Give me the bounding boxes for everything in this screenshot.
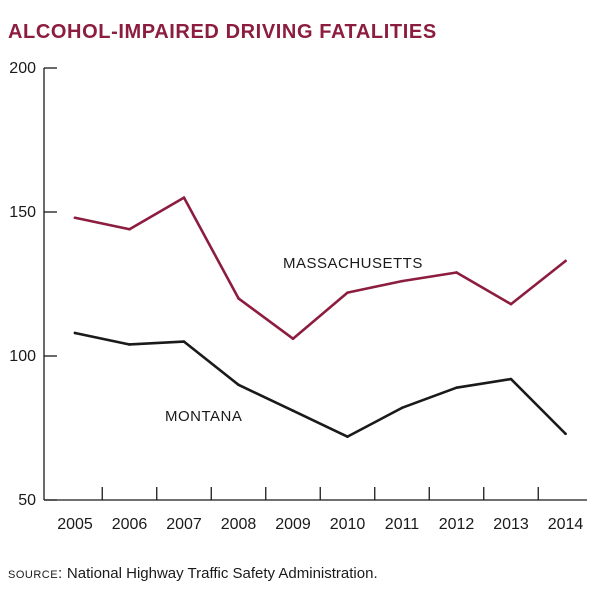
data-point-montana <box>564 432 567 436</box>
y-tick-label: 100 <box>9 348 36 365</box>
x-tick-label: 2008 <box>221 516 257 533</box>
chart-title: ALCOHOL-IMPAIRED DRIVING FATALITIES <box>8 21 437 43</box>
x-tick-label: 2009 <box>275 516 311 533</box>
series-line-montana <box>73 331 567 438</box>
x-tick-label: 2011 <box>385 516 420 533</box>
data-point-massachusetts <box>128 227 131 231</box>
x-tick-label: 2010 <box>330 516 366 533</box>
x-tick-label: 2006 <box>112 516 148 533</box>
data-point-massachusetts <box>400 279 404 283</box>
x-tick-label: 2012 <box>439 516 475 533</box>
data-point-montana <box>128 343 131 346</box>
data-point-montana <box>400 406 404 410</box>
y-tick-label: 50 <box>18 492 36 509</box>
data-point-massachusetts <box>455 271 458 274</box>
x-ticks: 2005 2006 2007 2008 2009 2010 2011 2012 2013 2014 <box>57 487 583 533</box>
series-lines <box>73 196 567 438</box>
series-label-massachusetts: MASSACHUSETTS <box>283 255 423 272</box>
data-point-montana <box>73 331 77 335</box>
x-tick-label: 2007 <box>166 516 202 533</box>
source-text: National Highway Traffic Safety Administ… <box>66 565 378 582</box>
data-point-montana <box>455 386 458 389</box>
data-point-massachusetts <box>291 337 295 341</box>
data-point-montana <box>237 383 240 387</box>
data-point-montana <box>291 409 295 413</box>
x-tick-label: 2014 <box>548 516 584 533</box>
y-tick-label: 200 <box>9 60 36 77</box>
x-tick-label: 2005 <box>57 516 93 533</box>
data-point-massachusetts <box>346 291 349 294</box>
data-point-massachusetts <box>73 216 77 220</box>
data-point-montana <box>182 340 186 343</box>
x-tick-label: 2013 <box>493 516 529 533</box>
source-key: SOURCE: <box>8 565 63 582</box>
data-point-massachusetts <box>564 259 567 263</box>
series-label-montana: MONTANA <box>165 408 242 425</box>
y-tick-label: 150 <box>9 204 36 221</box>
data-point-montana <box>346 435 349 438</box>
y-ticks: 50 100 150 200 <box>9 60 57 509</box>
data-point-massachusetts <box>509 302 513 306</box>
series-line-massachusetts <box>73 196 567 341</box>
data-point-massachusetts <box>182 196 186 199</box>
source-note: SOURCE: National Highway Traffic Safety … <box>8 565 378 582</box>
data-point-montana <box>509 377 513 381</box>
data-point-massachusetts <box>237 297 240 300</box>
